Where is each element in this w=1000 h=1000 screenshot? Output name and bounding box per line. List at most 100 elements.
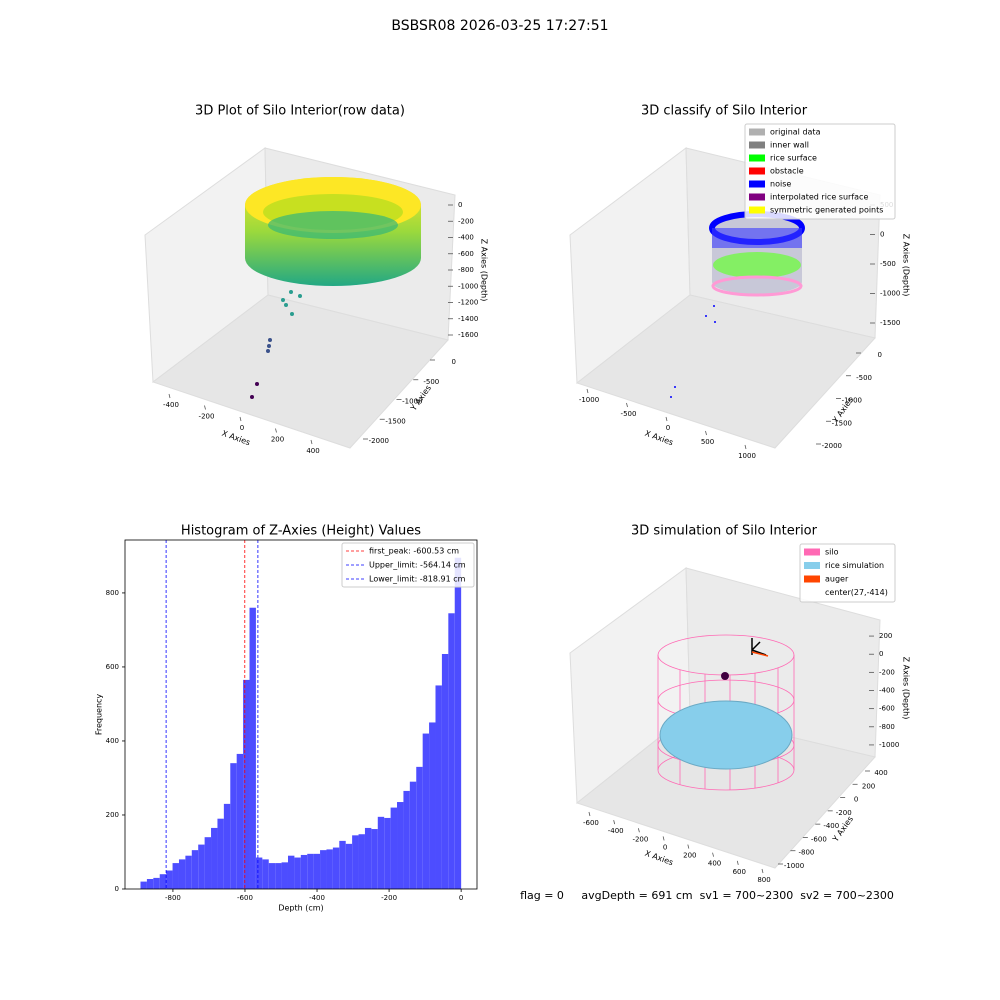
y-tick-label: 800 xyxy=(106,589,119,597)
y-tick-label: 600 xyxy=(106,663,119,671)
y-tick-label: -2000 xyxy=(822,442,842,450)
axes-frame xyxy=(124,539,478,890)
plot2-panes xyxy=(569,147,881,449)
x-tick-mark xyxy=(736,860,739,865)
legend-swatch xyxy=(749,193,765,201)
z-tick-label: -500 xyxy=(880,260,896,268)
z-tick-label: -600 xyxy=(879,705,895,713)
x-tick-mark xyxy=(705,430,707,436)
bar xyxy=(422,733,430,889)
x-tick-mark xyxy=(168,393,171,399)
y-tick-label: 400 xyxy=(874,769,887,777)
bar xyxy=(166,870,173,889)
z-tick-label: -1200 xyxy=(458,299,478,307)
legend-label: symmetric generated points xyxy=(770,206,883,215)
bar xyxy=(217,818,224,889)
plot1-panes xyxy=(144,147,456,449)
bar xyxy=(159,874,167,889)
legend-label: silo xyxy=(825,548,839,557)
x-tick-mark xyxy=(239,416,242,422)
y-tick-label: -200 xyxy=(836,809,852,817)
legend-swatch xyxy=(749,141,765,149)
bar xyxy=(146,879,154,889)
legend-label: interpolated rice surface xyxy=(770,193,868,202)
legend-swatch xyxy=(749,180,765,188)
figure-title: BSBSR08 2026-03-25 17:27:51 xyxy=(391,18,608,34)
z-tick-label: -1000 xyxy=(880,290,900,298)
x-tick-label: 400 xyxy=(708,860,721,868)
status-text: flag = 0 avgDepth = 691 cm sv1 = 700~230… xyxy=(520,889,894,902)
y-tick-label: 400 xyxy=(106,737,119,745)
x-tick-label: 0 xyxy=(666,424,670,432)
bar xyxy=(185,855,192,889)
z-tick-label: 0 xyxy=(880,231,884,239)
x-tick-label: -400 xyxy=(163,401,179,409)
legend-label: first_peak: -600.53 cm xyxy=(369,547,459,556)
x-tick-mark xyxy=(744,444,747,450)
legend-swatch xyxy=(804,575,820,583)
y-tick-label: -1000 xyxy=(402,398,422,406)
legend-label: noise xyxy=(770,180,791,189)
y-tick-label: 200 xyxy=(106,811,119,819)
x-tick-mark xyxy=(662,836,665,841)
x-tick-mark xyxy=(310,439,313,445)
legend-label: center(27,-414) xyxy=(825,588,888,597)
x-tick-mark xyxy=(687,844,690,849)
z-tick-label: -1500 xyxy=(880,319,900,327)
x-tick-label: -800 xyxy=(165,894,181,902)
y-tick-label: -1500 xyxy=(385,417,405,425)
bar xyxy=(198,844,205,889)
x-tick-mark xyxy=(638,828,640,833)
bar xyxy=(249,607,256,889)
x-tick-label: 200 xyxy=(683,852,696,860)
y-tick-label: 0 xyxy=(115,885,119,893)
x-tick-mark xyxy=(626,402,628,408)
z-axis-label: Z Axies (Depth) xyxy=(902,657,911,720)
z-tick-label: 200 xyxy=(879,632,892,640)
bar xyxy=(172,863,179,889)
x-tick-label: -400 xyxy=(608,827,624,835)
x-tick-mark xyxy=(761,868,764,874)
bar xyxy=(153,877,160,889)
bar xyxy=(275,863,282,889)
legend-swatch xyxy=(749,128,765,136)
x-tick-mark xyxy=(665,416,668,422)
bar xyxy=(364,827,372,889)
x-tick-label: -200 xyxy=(199,413,215,421)
bar xyxy=(300,854,308,889)
y-axis-label: Frequency xyxy=(95,694,104,736)
z-tick-label: -800 xyxy=(879,723,895,731)
x-tick-mark xyxy=(586,388,589,394)
y-tick-label: 200 xyxy=(862,782,875,790)
bar xyxy=(352,835,359,889)
bar xyxy=(377,816,385,889)
bar xyxy=(448,613,455,889)
x-tick-label: 0 xyxy=(240,424,244,432)
bar xyxy=(339,840,346,889)
bar xyxy=(191,850,199,889)
legend-swatch xyxy=(804,548,820,556)
bar xyxy=(223,803,231,889)
x-tick-label: -1000 xyxy=(579,396,599,404)
legend-label: auger xyxy=(825,575,849,584)
y-tick-label: -1000 xyxy=(784,862,804,870)
legend-box xyxy=(744,123,896,220)
z-tick-label: -600 xyxy=(458,250,474,258)
bar xyxy=(313,853,321,889)
bar xyxy=(287,855,295,889)
x-tick-label: -400 xyxy=(309,894,325,902)
bar xyxy=(211,827,218,889)
legend-label: Lower_limit: -818.91 cm xyxy=(369,575,466,584)
x-axis-label: Depth (cm) xyxy=(278,904,323,913)
chart-title: 3D Plot of Silo Interior(row data) xyxy=(195,104,405,119)
z-axis-label: Z Axies (Depth) xyxy=(480,239,489,302)
y-tick-label: 0 xyxy=(878,351,882,359)
z-tick-label: -200 xyxy=(879,668,895,676)
bar xyxy=(371,829,378,889)
bar xyxy=(243,679,250,889)
y-tick-label: -500 xyxy=(856,374,872,382)
x-tick-mark xyxy=(588,811,591,817)
bar xyxy=(281,862,288,889)
x-tick-label: 500 xyxy=(701,438,714,446)
bar xyxy=(435,685,442,889)
